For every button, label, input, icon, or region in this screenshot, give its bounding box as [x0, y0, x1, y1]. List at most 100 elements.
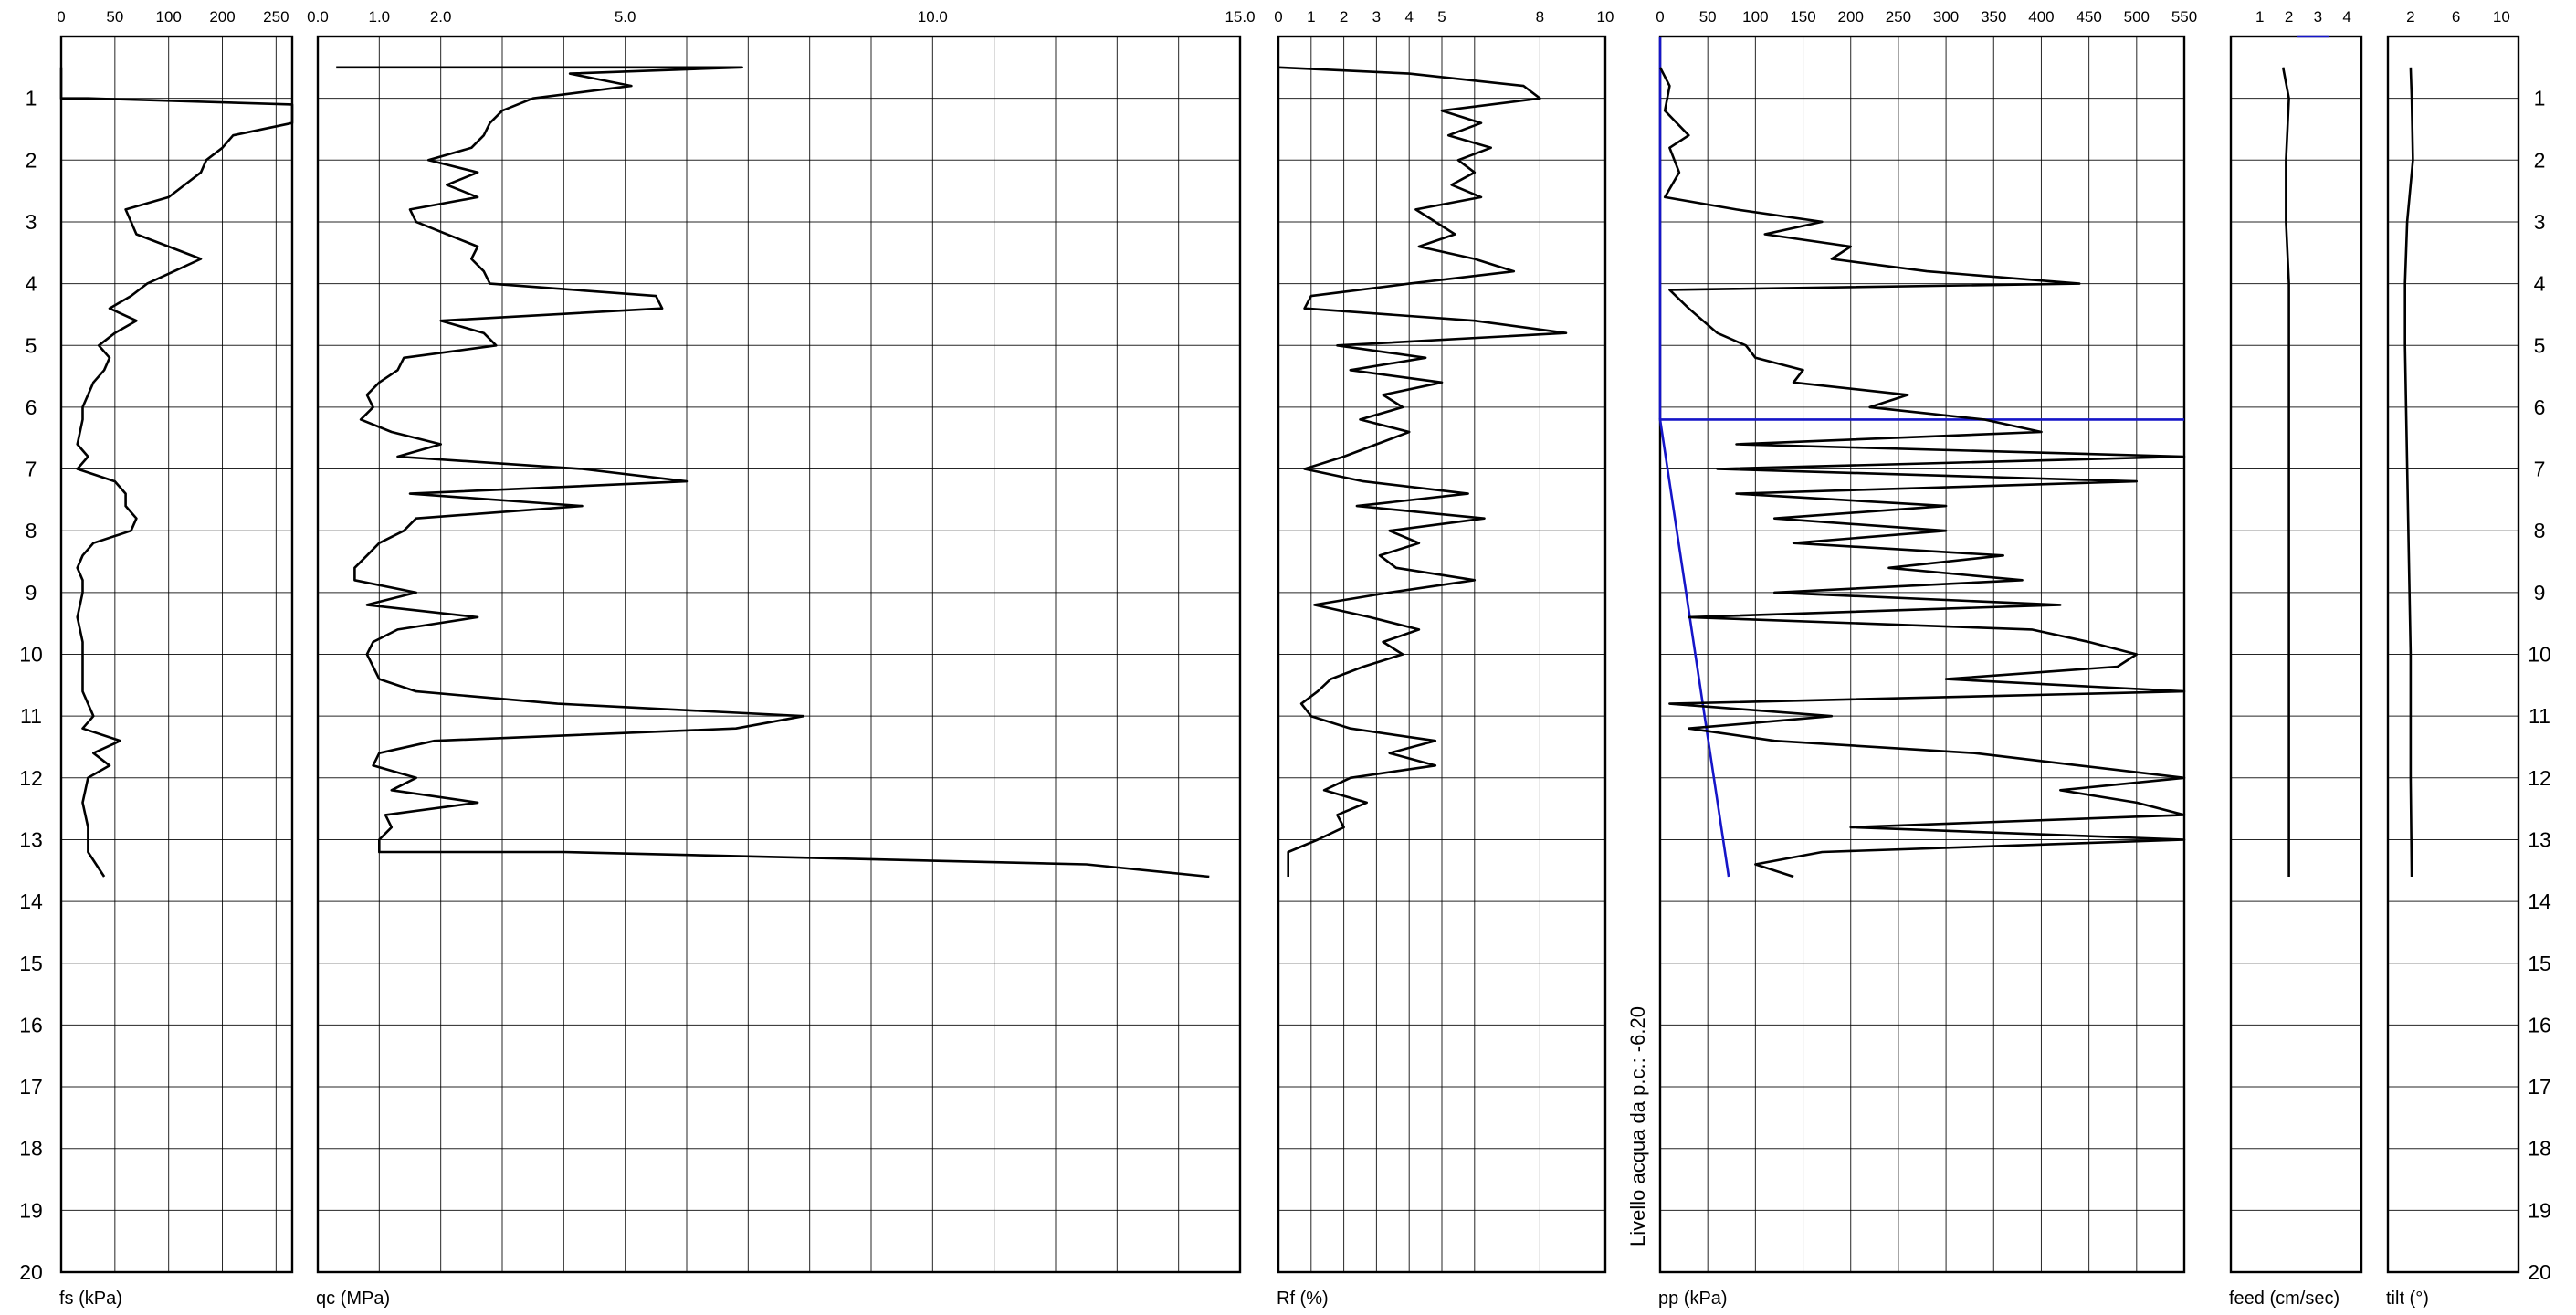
- tick-pp-50: 50: [1699, 8, 1717, 26]
- tick-qc-10.0: 10.0: [918, 8, 948, 26]
- tick-rf-2: 2: [1340, 8, 1348, 26]
- tick-fs-200: 200: [209, 8, 235, 26]
- tick-pp-550: 550: [2171, 8, 2197, 26]
- depth-tick-right-2: 2: [2534, 148, 2546, 172]
- tick-pp-500: 500: [2124, 8, 2150, 26]
- depth-tick-right-20: 20: [2528, 1260, 2551, 1284]
- depth-tick-right-5: 5: [2534, 333, 2546, 357]
- depth-tick-left-19: 19: [19, 1198, 43, 1222]
- tick-fs-50: 50: [106, 8, 123, 26]
- frame-pp: [1658, 35, 2186, 1274]
- depth-tick-right-11: 11: [2529, 704, 2550, 728]
- panel-fs: 0 50 100 200 250 fs (kPa): [57, 8, 294, 1309]
- tick-qc-1.0: 1.0: [369, 8, 391, 26]
- water-level-note: Livello acqua da p.c.: -6.20: [1626, 1006, 1649, 1247]
- xlabel-tilt: tilt (°): [2386, 1289, 2429, 1309]
- trace-rf: [1277, 66, 1568, 877]
- frame-feed: [2229, 35, 2363, 1274]
- depth-tick-left-6: 6: [26, 395, 37, 419]
- depth-tick-left-12: 12: [19, 766, 43, 790]
- depth-tick-right-9: 9: [2534, 581, 2546, 605]
- tick-fs-100: 100: [155, 8, 181, 26]
- tick-fs-250: 250: [263, 8, 289, 26]
- depth-tick-right-14: 14: [2528, 889, 2551, 913]
- tick-tilt-6: 6: [2452, 8, 2460, 26]
- tick-pp-0: 0: [1656, 8, 1664, 26]
- depth-tick-left-16: 16: [19, 1013, 43, 1036]
- panel-tilt: 2 6 10 tilt (°): [2386, 8, 2520, 1309]
- depth-tick-right-16: 16: [2528, 1013, 2551, 1036]
- xlabel-feed: feed (cm/sec): [2229, 1289, 2339, 1309]
- depth-tick-left-11: 11: [20, 704, 42, 728]
- depth-tick-right-6: 6: [2534, 395, 2546, 419]
- depth-tick-right-19: 19: [2528, 1198, 2551, 1222]
- depth-tick-right-3: 3: [2534, 210, 2546, 234]
- frame-qc: [316, 35, 1242, 1274]
- tick-qc-5.0: 5.0: [615, 8, 636, 26]
- panel-feed: 1 2 3 4 feed (cm/sec): [2229, 8, 2363, 1309]
- depth-tick-left-3: 3: [26, 210, 37, 234]
- trace-pp: [1658, 67, 2186, 878]
- trace-qc: [336, 66, 1210, 878]
- xlabel-qc: qc (MPa): [316, 1289, 390, 1309]
- tick-rf-10: 10: [1597, 8, 1614, 26]
- depth-tick-left-18: 18: [19, 1137, 43, 1161]
- tick-qc-0.0: 0.0: [307, 8, 329, 26]
- tick-qc-15.0: 15.0: [1225, 8, 1255, 26]
- depth-tick-right-10: 10: [2528, 643, 2551, 667]
- depth-tick-left-5: 5: [26, 333, 37, 357]
- tick-tilt-2: 2: [2406, 8, 2414, 26]
- tick-qc-2.0: 2.0: [430, 8, 452, 26]
- depth-tick-left-10: 10: [19, 643, 43, 667]
- trace-tilt: [2403, 67, 2414, 878]
- frame-rf: [1277, 35, 1607, 1274]
- depth-tick-left-14: 14: [19, 889, 43, 913]
- xlabel-pp: pp (kPa): [1658, 1289, 1728, 1309]
- tick-rf-1: 1: [1307, 8, 1315, 26]
- panel-qc: 0.0 1.0 2.0 5.0 10.0 15.0 qc (MPa): [307, 8, 1255, 1309]
- tick-pp-350: 350: [1981, 8, 2006, 26]
- depth-tick-left-4: 4: [26, 272, 37, 296]
- tick-tilt-10: 10: [2493, 8, 2510, 26]
- depth-tick-right-13: 13: [2528, 827, 2551, 851]
- tick-pp-100: 100: [1742, 8, 1768, 26]
- depth-tick-left-9: 9: [26, 581, 37, 605]
- depth-tick-left-13: 13: [19, 827, 43, 851]
- tick-feed-2: 2: [2285, 8, 2293, 26]
- frame-fs: [59, 35, 294, 1274]
- depth-tick-right-1: 1: [2534, 87, 2546, 110]
- tick-feed-4: 4: [2342, 8, 2350, 26]
- tick-pp-150: 150: [1790, 8, 1815, 26]
- depth-tick-right-15: 15: [2528, 952, 2551, 975]
- panel-rf: 0 1 2 3 4 5 8 10 Rf (%): [1274, 8, 1614, 1309]
- depth-tick-left-2: 2: [26, 148, 37, 172]
- depth-tick-right-8: 8: [2534, 519, 2546, 542]
- depth-tick-right-17: 17: [2528, 1075, 2551, 1099]
- depth-tick-left-15: 15: [19, 952, 43, 975]
- xlabel-rf: Rf (%): [1277, 1289, 1329, 1309]
- frame-tilt: [2386, 35, 2520, 1274]
- tick-rf-3: 3: [1372, 8, 1381, 26]
- depth-tick-right-4: 4: [2534, 272, 2546, 296]
- depth-tick-right-12: 12: [2528, 766, 2551, 790]
- hydrostatic-line: [1658, 37, 2184, 878]
- depth-tick-right-7: 7: [2534, 458, 2546, 481]
- tick-pp-450: 450: [2076, 8, 2101, 26]
- tick-pp-300: 300: [1933, 8, 1959, 26]
- tick-rf-0: 0: [1274, 8, 1282, 26]
- trace-feed: [2281, 67, 2290, 877]
- tick-feed-3: 3: [2314, 8, 2322, 26]
- depth-tick-left-20: 20: [19, 1260, 43, 1284]
- xlabel-fs: fs (kPa): [59, 1289, 122, 1309]
- depth-tick-left-7: 7: [26, 458, 37, 481]
- tick-rf-8: 8: [1536, 8, 1544, 26]
- panel-pp: 0 50 100 150 200 250 300 350 400 450 500 550 pp (kPa…: [1656, 8, 2197, 1309]
- depth-tick-left-1: 1: [26, 87, 37, 110]
- depth-tick-left-17: 17: [19, 1075, 43, 1099]
- trace-fs: [59, 67, 294, 878]
- tick-rf-5: 5: [1437, 8, 1446, 26]
- tick-rf-4: 4: [1404, 8, 1413, 26]
- tick-feed-1: 1: [2255, 8, 2264, 26]
- tick-pp-250: 250: [1886, 8, 1911, 26]
